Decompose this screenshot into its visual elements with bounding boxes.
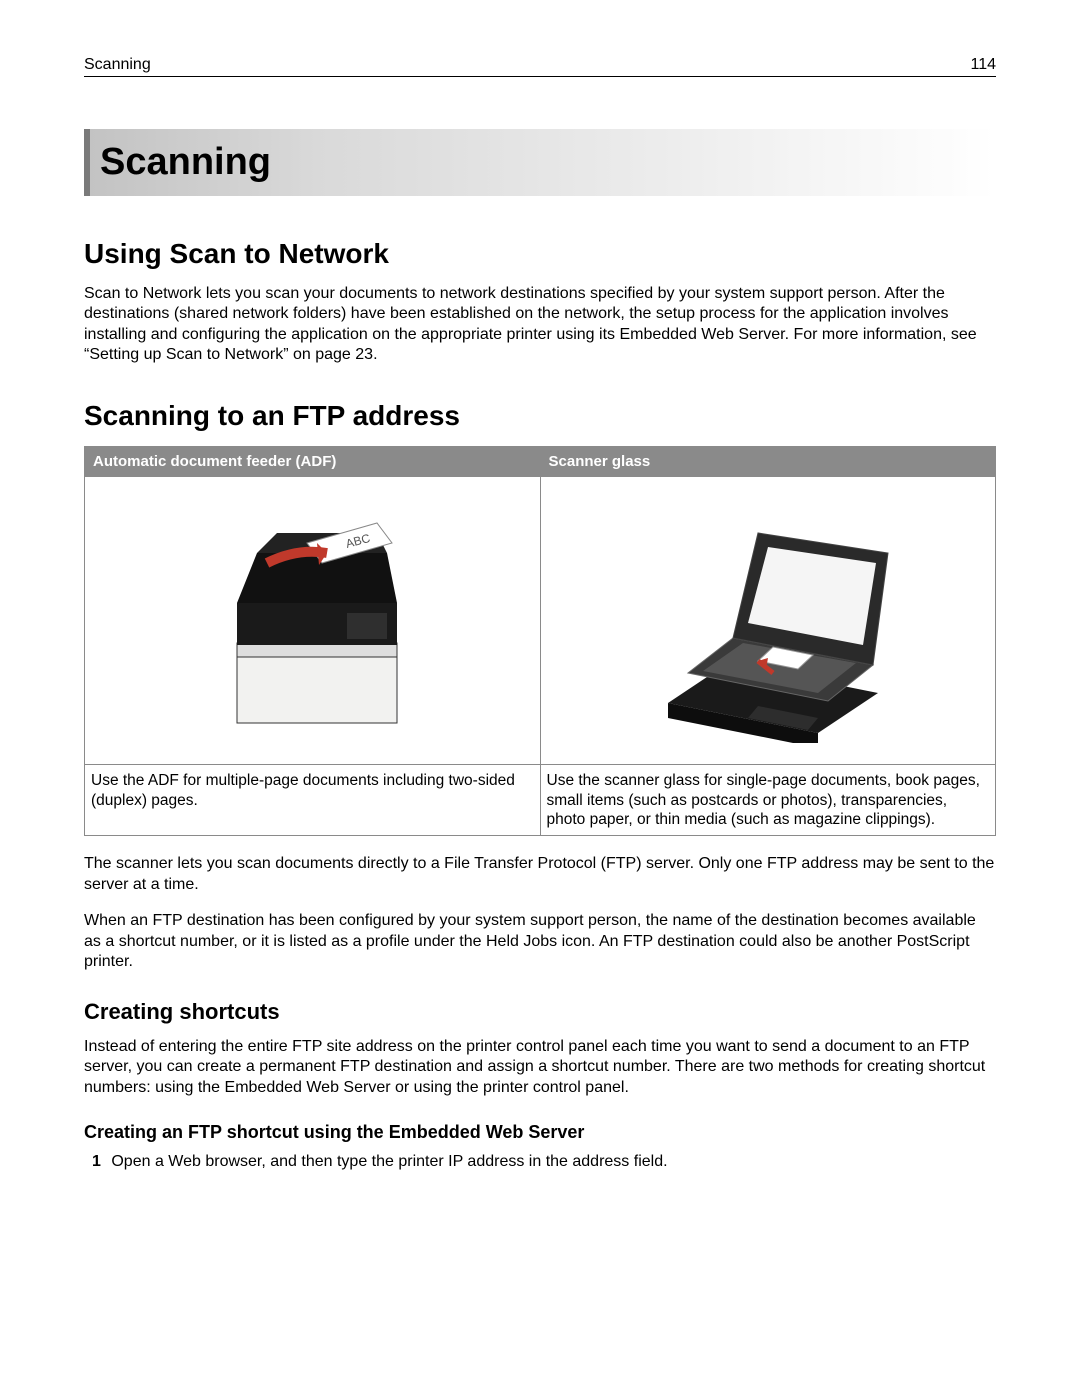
document-page: Scanning 114 Scanning Using Scan to Netw… bbox=[0, 0, 1080, 1231]
section-scan-to-network-body: Scan to Network lets you scan your docum… bbox=[84, 284, 996, 366]
scanner-glass-icon bbox=[638, 493, 898, 743]
ftp-para-2: When an FTP destination has been configu… bbox=[84, 911, 996, 972]
table-image-cell-adf: ABC bbox=[85, 476, 541, 764]
shortcuts-body: Instead of entering the entire FTP site … bbox=[84, 1037, 996, 1098]
shortcuts-title: Creating shortcuts bbox=[84, 999, 996, 1025]
header-page-number: 114 bbox=[970, 56, 996, 74]
comparison-table: Automatic document feeder (ADF) Scanner … bbox=[84, 446, 996, 837]
ftp-para-1: The scanner lets you scan documents dire… bbox=[84, 854, 996, 895]
table-header-adf: Automatic document feeder (ADF) bbox=[85, 446, 541, 476]
step-1-number: 1 bbox=[92, 1153, 101, 1170]
printer-adf-icon: ABC bbox=[197, 493, 427, 733]
table-image-cell-glass bbox=[540, 476, 996, 764]
table-header-glass: Scanner glass bbox=[540, 446, 996, 476]
chapter-title: Scanning bbox=[84, 129, 996, 196]
table-caption-adf: Use the ADF for multiple‑page documents … bbox=[85, 765, 541, 836]
section-scan-to-network-title: Using Scan to Network bbox=[84, 238, 996, 270]
table-caption-glass: Use the scanner glass for single‑page do… bbox=[540, 765, 996, 836]
ews-shortcut-title: Creating an FTP shortcut using the Embed… bbox=[84, 1122, 996, 1143]
header-section: Scanning bbox=[84, 56, 151, 74]
section-ftp-title: Scanning to an FTP address bbox=[84, 400, 996, 432]
running-header: Scanning 114 bbox=[84, 56, 996, 77]
step-1-text: Open a Web browser, and then type the pr… bbox=[111, 1153, 667, 1170]
step-1: 1 Open a Web browser, and then type the … bbox=[84, 1153, 996, 1171]
